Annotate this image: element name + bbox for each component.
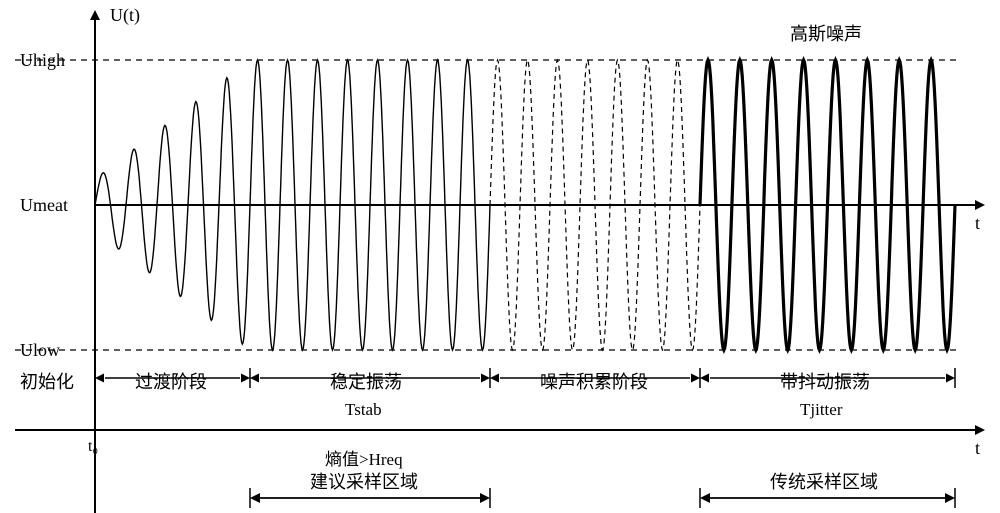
t-zero-label: t₀ [88, 438, 98, 456]
u-high-label: Uhigh [20, 50, 65, 71]
phase-1-label: 过渡阶段 [135, 368, 207, 394]
entropy-label: 熵值>Hreq [325, 445, 403, 470]
gaussian-noise-label: 高斯噪声 [790, 20, 862, 46]
suggested-region-label: 建议采样区域 [310, 468, 418, 494]
tjitter-label: Tjitter [800, 400, 842, 420]
tstab-label: Tstab [345, 400, 382, 420]
phase-4-label: 带抖动振荡 [780, 368, 870, 394]
y-axis-title: U(t) [110, 5, 140, 26]
t-axis-label-2: t [975, 438, 980, 459]
t-axis-label-1: t [975, 213, 980, 234]
u-mean-label: Umeat [20, 195, 68, 216]
init-label: 初始化 [20, 368, 74, 394]
u-low-label: Ulow [20, 340, 60, 361]
traditional-region-label: 传统采样区域 [770, 468, 878, 494]
phase-3-label: 噪声积累阶段 [540, 368, 648, 394]
phase-2-label: 稳定振荡 [330, 368, 402, 394]
